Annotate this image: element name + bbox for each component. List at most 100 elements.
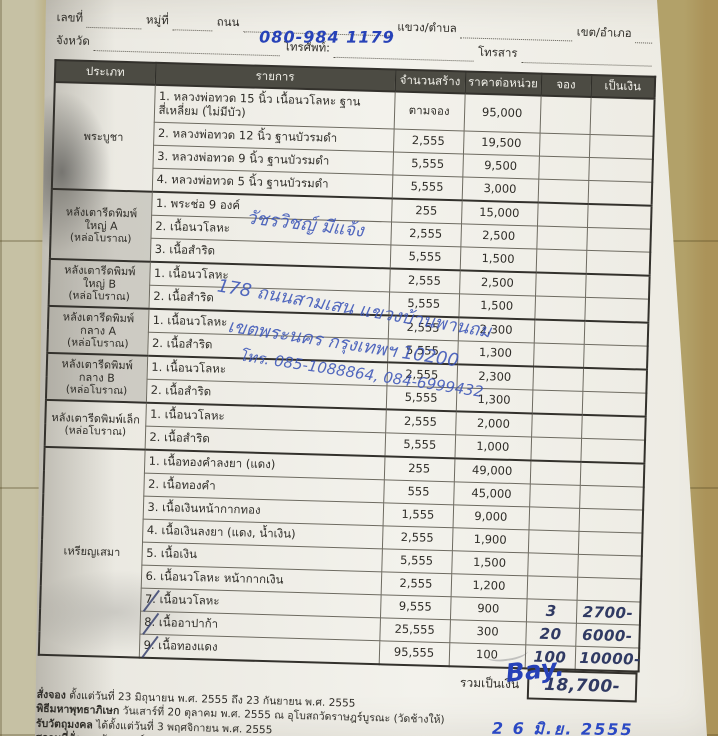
handwritten-amount-cell: 2700- xyxy=(575,600,641,626)
qty-cell: 2,555 xyxy=(387,315,459,341)
district-label: เขต/อำเภอ xyxy=(576,24,632,41)
price-cell: 1,500 xyxy=(458,293,536,320)
price-cell: 1,300 xyxy=(457,340,534,367)
handwritten-order-qty-cell xyxy=(528,506,580,532)
price-cell: 49,000 xyxy=(453,458,531,484)
handwritten-amount-cell: 6000- xyxy=(575,623,640,649)
qty-cell: 95,555 xyxy=(378,640,450,667)
dotted-line xyxy=(635,29,653,44)
price-cell: 2,500 xyxy=(459,270,536,296)
price-cell: 1,500 xyxy=(459,246,537,273)
qty-cell: 2,555 xyxy=(381,525,453,551)
price-cell: 300 xyxy=(449,619,526,645)
province-label: จังหวัด xyxy=(55,33,91,48)
footer-line-lead: รับวัตถุมงคล xyxy=(35,717,93,732)
handwritten-order-qty-cell xyxy=(527,529,579,555)
handwritten-order-qty-cell xyxy=(533,342,584,368)
handwritten-order-qty-cell xyxy=(536,202,588,228)
handwritten-order-qty-cell xyxy=(526,575,578,601)
qty-cell: 5,555 xyxy=(392,151,463,177)
price-cell: 2,500 xyxy=(460,223,537,250)
column-header-5: เป็นเงิน xyxy=(590,74,656,99)
handwritten-amount-cell xyxy=(580,438,646,464)
column-header-4: จอง xyxy=(540,73,592,97)
moo-label: หมู่ที่ xyxy=(145,12,169,28)
total-amount-box: 18,700- xyxy=(526,669,638,703)
category-cell: หลังเตารีดพิมพ์ใหญ่ A (หล่อโบราณ) xyxy=(49,188,152,262)
price-cell: 95,000 xyxy=(463,93,541,134)
price-cell: 1,000 xyxy=(454,434,532,461)
qty-cell: 2,555 xyxy=(386,362,458,388)
qty-cell: 5,555 xyxy=(391,174,463,201)
handwritten-order-qty-cell xyxy=(538,156,589,181)
handwritten-order-qty-cell xyxy=(531,389,583,415)
category-cell: หลังเตารีดพิมพ์กลาง B (หล่อโบราณ) xyxy=(45,352,148,403)
price-cell: 9,500 xyxy=(462,153,539,180)
price-cell: 15,000 xyxy=(461,200,538,227)
qty-cell: 5,555 xyxy=(388,291,460,318)
qty-cell: 2,555 xyxy=(380,571,452,597)
dotted-line xyxy=(86,13,143,30)
price-cell: 100 xyxy=(448,642,526,669)
category-cell: เหรียญเสมา xyxy=(38,446,145,658)
category-cell: หลังเตารีดพิมพ์เล็ก (หล่อโบราณ) xyxy=(44,399,146,450)
dotted-line xyxy=(172,16,213,32)
price-cell: 2,300 xyxy=(457,317,535,343)
road-label: ถนน xyxy=(216,14,240,30)
fax-label: โทรสาร xyxy=(477,44,518,60)
handwritten-order-qty-cell xyxy=(532,366,584,392)
price-cell: 9,000 xyxy=(452,504,530,530)
handwritten-amount-cell xyxy=(589,96,655,137)
price-cell: 2,300 xyxy=(456,364,534,390)
handwritten-amount-cell xyxy=(587,180,653,206)
qty-cell: 25,555 xyxy=(379,617,450,643)
subdistrict-label: แขวง/ตำบล xyxy=(397,19,458,36)
handwritten-amount-cell xyxy=(583,344,648,370)
price-cell: 19,500 xyxy=(462,130,540,157)
price-cell: 1,900 xyxy=(451,527,529,553)
handwritten-amount-cell xyxy=(579,485,644,511)
price-cell: 3,000 xyxy=(461,176,539,203)
handwritten-order-qty-cell xyxy=(535,272,586,298)
handwritten-amount-cell xyxy=(586,227,651,253)
no-label: เลขที่ xyxy=(56,10,84,25)
price-cell: 1,500 xyxy=(451,550,528,576)
column-header-2: จำนวนสร้าง xyxy=(394,69,466,94)
handwritten-order-qty-cell xyxy=(527,552,578,578)
handwritten-amount-cell xyxy=(581,391,647,417)
dotted-line xyxy=(93,37,280,57)
footer-line-lead: สั่งจอง xyxy=(36,688,66,702)
dotted-line xyxy=(521,49,652,67)
handwritten-order-qty-cell xyxy=(530,436,582,462)
qty-cell: 555 xyxy=(383,479,454,505)
form-content: เลขที่ หมู่ที่ ถนน แขวง/ตำบล เขต/อำเภอ จ… xyxy=(34,4,657,736)
handwritten-amount-cell xyxy=(577,531,643,557)
handwritten-order-qty-cell xyxy=(533,319,585,345)
category-cell: หลังเตารีดพิมพ์ใหญ่ B (หล่อโบราณ) xyxy=(48,258,150,309)
handwritten-order-qty-cell xyxy=(536,226,587,251)
phone-label: โทรศัพท์: xyxy=(283,39,331,55)
order-table: ประเภท รายการ จำนวนสร้าง ราคาต่อหน่วย จอง เป็… xyxy=(37,58,657,673)
handwritten-order-qty-cell xyxy=(529,483,580,509)
column-header-3: ราคาต่อหน่วย xyxy=(464,71,542,96)
qty-cell: 5,555 xyxy=(385,385,457,412)
category-cell: หลังเตารีดพิมพ์กลาง A (หล่อโบราณ) xyxy=(47,305,149,356)
price-cell: 45,000 xyxy=(453,481,530,507)
handwritten-total-amount: 18,700- xyxy=(543,674,621,698)
qty-cell: 2,555 xyxy=(389,268,460,294)
price-cell: 1,300 xyxy=(455,387,533,414)
handwritten-amount-cell xyxy=(584,297,649,323)
qty-cell: 2,555 xyxy=(385,409,456,435)
handwritten-order-qty-cell xyxy=(531,413,582,439)
handwritten-order-qty-cell: 3 xyxy=(525,598,577,624)
handwritten-order-qty-cell xyxy=(529,460,581,486)
price-cell: 2,000 xyxy=(455,411,532,437)
qty-cell: 5,555 xyxy=(384,432,456,459)
handwritten-amount-cell xyxy=(586,203,652,230)
category-cell: พระบูชา xyxy=(51,81,155,192)
column-header-0: ประเภท xyxy=(54,60,156,85)
handwritten-order-qty-cell xyxy=(537,179,589,204)
handwritten-amount-cell xyxy=(581,414,646,441)
